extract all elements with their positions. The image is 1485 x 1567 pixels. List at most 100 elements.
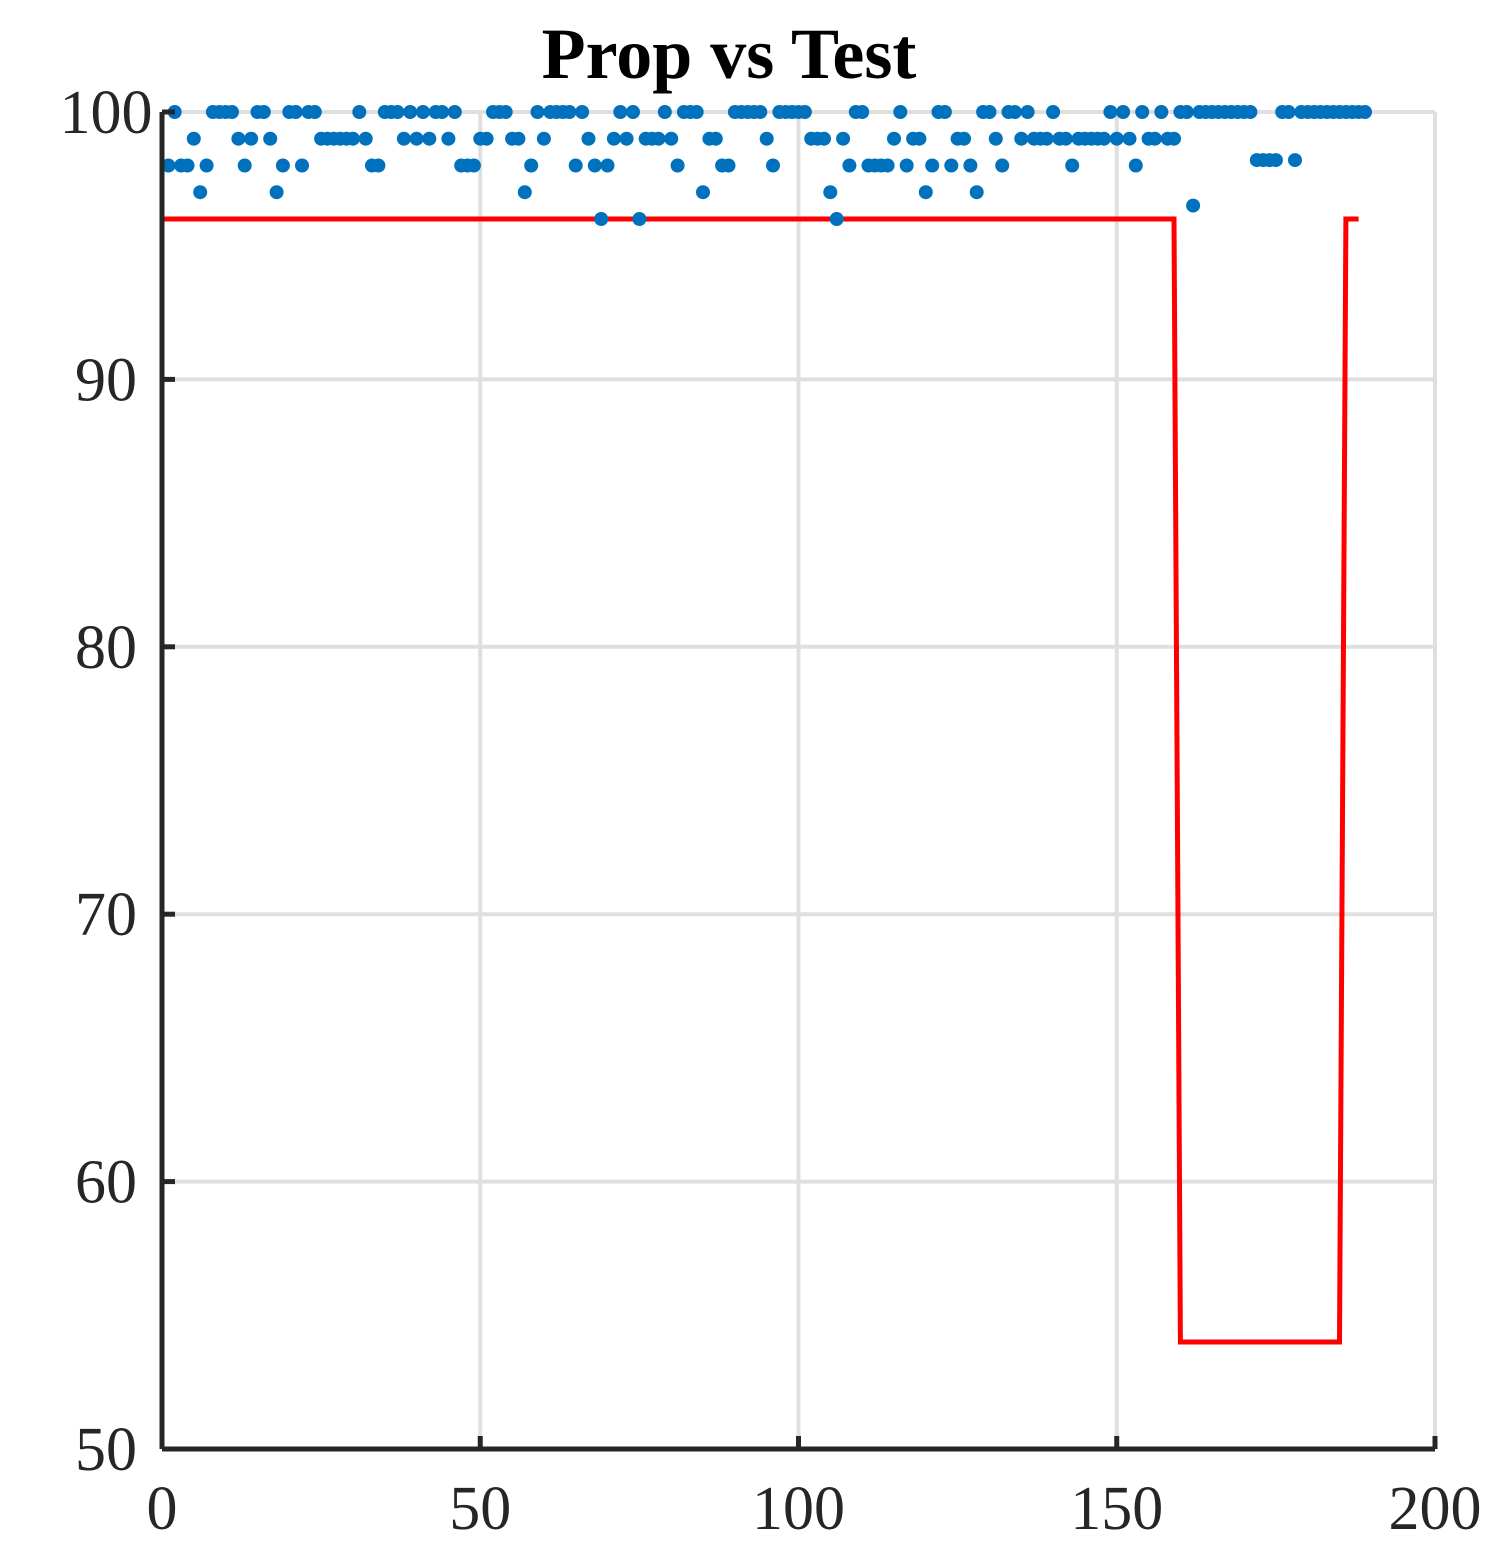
scatter-point xyxy=(829,212,844,226)
scatter-point xyxy=(1288,153,1302,168)
scatter-point xyxy=(937,105,952,119)
scatter-point xyxy=(1039,131,1054,146)
scatter-point xyxy=(422,131,437,146)
scatter-point xyxy=(231,131,246,146)
scatter-point xyxy=(708,131,723,146)
scatter-point xyxy=(1065,158,1080,173)
y-tick-label: 90 xyxy=(75,346,137,414)
scatter-point xyxy=(606,131,621,146)
scatter-point xyxy=(263,131,278,146)
scatter-point xyxy=(613,105,628,119)
scatter-point xyxy=(1135,105,1150,119)
scatter-point xyxy=(447,105,462,119)
scatter-point xyxy=(670,158,685,173)
scatter-point xyxy=(409,131,424,146)
scatter-point xyxy=(352,105,367,119)
y-tick-label: 70 xyxy=(75,881,137,949)
y-tick-label: 50 xyxy=(75,1416,137,1484)
x-tick-label: 150 xyxy=(1070,1475,1163,1543)
x-tick-label: 100 xyxy=(752,1475,845,1543)
scatter-point xyxy=(256,105,271,119)
grid xyxy=(162,110,1437,1449)
scatter-point xyxy=(1179,105,1194,119)
scatter-point xyxy=(237,158,252,173)
scatter-point xyxy=(1268,153,1283,168)
scatter-point xyxy=(403,105,418,119)
axes xyxy=(159,109,1438,1452)
scatter-point xyxy=(817,131,831,146)
scatter-point xyxy=(307,105,322,119)
chart-title: Prop vs Test xyxy=(542,14,917,94)
scatter-point xyxy=(371,158,386,173)
scatter-point xyxy=(193,185,208,200)
scatter-point xyxy=(855,105,870,119)
scatter-point xyxy=(358,131,373,146)
scatter-point xyxy=(396,131,411,146)
scatter-point xyxy=(186,131,201,146)
scatter-point xyxy=(925,158,940,173)
scatter-point xyxy=(689,105,704,119)
scatter-point xyxy=(390,105,405,119)
scatter-point xyxy=(594,212,609,226)
scatter-point xyxy=(963,158,978,173)
y-tick-label: 80 xyxy=(75,614,137,682)
scatter-point xyxy=(1007,105,1022,119)
scatter-point xyxy=(753,105,768,119)
scatter-point xyxy=(517,185,532,200)
scatter-point xyxy=(957,131,971,146)
y-tick-labels: 50 60 70 80 90 100 xyxy=(60,79,153,1484)
scatter-point xyxy=(797,105,812,119)
scatter-point xyxy=(823,185,838,200)
scatter-point xyxy=(524,158,539,173)
scatter-point xyxy=(225,105,239,119)
scatter-point xyxy=(759,131,774,146)
scatter-point xyxy=(721,158,736,173)
scatter-point xyxy=(1154,105,1169,119)
threshold-line xyxy=(162,216,1359,1345)
scatter-point xyxy=(899,158,914,173)
scatter-point xyxy=(912,131,927,146)
scatter-point xyxy=(1167,131,1181,146)
scatter-point xyxy=(766,158,780,173)
scatter-point xyxy=(1014,131,1029,146)
scatter-point xyxy=(969,185,984,200)
scatter-point xyxy=(199,158,214,173)
x-tick-label: 50 xyxy=(449,1475,511,1543)
scatter-point xyxy=(562,105,577,119)
scatter-point xyxy=(511,131,526,146)
scatter-point xyxy=(600,158,615,173)
scatter-point xyxy=(1128,158,1143,173)
scatter-point xyxy=(696,185,710,200)
scatter-point xyxy=(536,131,551,146)
scatter-point xyxy=(1058,131,1073,146)
scatter-point xyxy=(1243,105,1258,119)
scatter-point xyxy=(887,131,901,146)
scatter-point xyxy=(1186,198,1201,213)
scatter-point xyxy=(288,105,303,119)
scatter-point xyxy=(244,131,259,146)
scatter-point xyxy=(466,158,481,173)
scatter-point xyxy=(161,158,176,173)
scatter-point xyxy=(619,131,634,146)
scatter-point xyxy=(664,131,679,146)
scatter-point xyxy=(918,185,933,200)
scatter-point xyxy=(880,158,895,173)
scatter-points xyxy=(161,105,1372,226)
scatter-point xyxy=(269,185,284,200)
scatter-point xyxy=(345,131,360,146)
scatter-point xyxy=(1103,105,1118,119)
scatter-point xyxy=(1116,105,1131,119)
scatter-point xyxy=(1046,105,1061,119)
threshold-line-layer xyxy=(162,216,1359,1345)
scatter-point xyxy=(893,105,908,119)
scatter-point xyxy=(441,131,456,146)
scatter-point xyxy=(1147,131,1162,146)
scatter-point xyxy=(842,158,857,173)
scatter-point xyxy=(587,158,602,173)
scatter-point xyxy=(944,158,959,173)
y-tick-label: 60 xyxy=(75,1149,137,1217)
scatter-point xyxy=(479,131,494,146)
scatter-point xyxy=(498,105,513,119)
scatter-point xyxy=(295,158,309,173)
